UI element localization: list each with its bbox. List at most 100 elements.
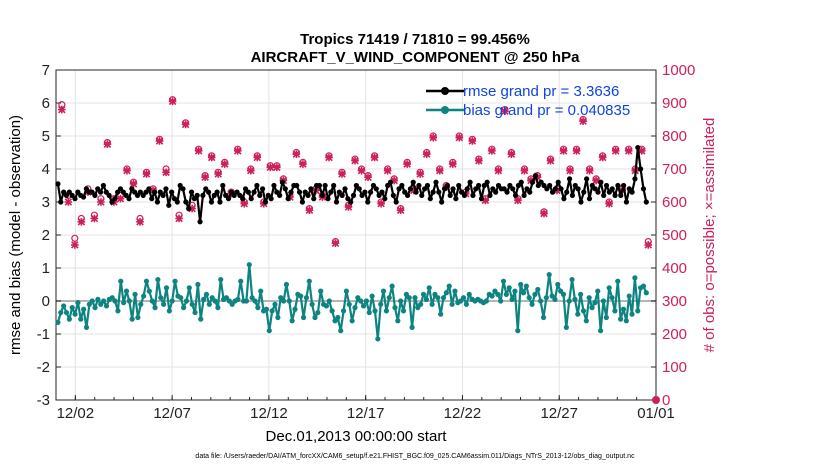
- rmse-series-point: [58, 199, 64, 205]
- rmse-series-point: [464, 186, 470, 192]
- rmse-series-point: [72, 196, 78, 202]
- x-tick-label: 12/27: [540, 405, 578, 422]
- obs-assimilated-marker: [488, 147, 496, 155]
- obs-assimilated-marker: [501, 107, 509, 116]
- rmse-series-point: [555, 179, 561, 185]
- y2-tick-label: 1000: [662, 62, 695, 79]
- bias-series-point: [503, 291, 509, 297]
- bias-series-point: [366, 309, 372, 316]
- x-tick-label: 12/17: [347, 405, 385, 422]
- rmse-series-point: [277, 192, 283, 198]
- obs-assimilated-marker: [155, 137, 164, 145]
- bias-series-point: [518, 281, 524, 288]
- obs-assimilated-marker: [194, 147, 203, 155]
- bias-series-point: [149, 298, 155, 304]
- rmse-series-point: [521, 192, 527, 198]
- bias-series-point: [55, 319, 61, 326]
- rmse-series-point: [208, 199, 215, 205]
- obs-assimilated-marker: [377, 199, 385, 208]
- rmse-series-point: [410, 179, 416, 185]
- bias-series-point: [378, 301, 384, 307]
- bias-series-point: [360, 303, 367, 309]
- bias-series-point: [395, 318, 401, 324]
- obs-assimilated-marker: [481, 196, 490, 205]
- bias-series-point: [172, 278, 178, 284]
- obs-count-markers: [58, 96, 660, 404]
- rmse-series-point: [547, 182, 553, 189]
- y2-tick-label: 600: [662, 194, 687, 211]
- bias-series-point: [192, 309, 198, 316]
- obs-assimilated-marker: [370, 153, 379, 162]
- bias-series-point: [358, 298, 364, 304]
- rmse-series-point: [205, 189, 212, 195]
- bias-series-point: [266, 328, 272, 334]
- rmse-series-point: [100, 182, 107, 189]
- rmse-series-point: [322, 182, 328, 189]
- rmse-series-point: [595, 189, 601, 195]
- bias-series-point: [206, 301, 212, 307]
- obs-assimilated-marker: [546, 156, 555, 165]
- obs-assimilated-marker: [468, 137, 477, 145]
- bias-series-point: [438, 311, 444, 317]
- bias-series-point: [552, 296, 558, 302]
- bias-series-point: [58, 309, 64, 316]
- bias-series-point: [300, 314, 307, 321]
- bias-series-point: [166, 308, 172, 314]
- obs-assimilated-marker: [201, 173, 209, 182]
- x-axis-label: Dec.01,2013 00:00:00 start: [266, 428, 448, 445]
- bias-series-point: [78, 316, 84, 322]
- bias-series-point: [178, 295, 184, 301]
- bias-series-point: [380, 288, 387, 294]
- rmse-series-point: [126, 196, 132, 202]
- obs-assimilated-marker: [299, 160, 307, 168]
- bias-series-point: [115, 308, 121, 314]
- obs-assimilated-marker: [624, 147, 633, 155]
- bias-series-point: [520, 290, 527, 296]
- rmse-series-point: [333, 199, 340, 205]
- bias-series-point: [306, 278, 312, 284]
- bias-series-point: [129, 316, 135, 322]
- obs-assimilated-marker: [77, 218, 86, 226]
- bias-series-point: [323, 303, 330, 309]
- obs-assimilated-marker: [475, 156, 483, 165]
- rmse-series-point: [450, 186, 456, 192]
- bias-series-point: [543, 295, 549, 301]
- rmse-series-point: [493, 189, 499, 195]
- rmse-series-point: [368, 189, 374, 195]
- rmse-series-point: [163, 186, 169, 192]
- obs-assimilated-marker: [188, 204, 196, 213]
- x-tick-label: 12/12: [250, 405, 288, 422]
- y2-tick-label: 400: [662, 260, 687, 277]
- rmse-series-point: [618, 192, 624, 198]
- grid-lines: [56, 69, 657, 401]
- bias-series-point: [423, 296, 429, 302]
- bias-series-point: [618, 316, 624, 322]
- rmse-series-point: [444, 182, 450, 189]
- obs-assimilated-marker: [572, 147, 581, 155]
- bias-series-point: [95, 296, 101, 302]
- rmse-series-point: [214, 189, 220, 195]
- bias-series-point: [101, 298, 107, 304]
- obs-assimilated-marker: [136, 218, 144, 226]
- rmse-series-point: [348, 199, 354, 205]
- bias-series-point: [506, 285, 512, 291]
- bias-series-point: [352, 305, 358, 311]
- rmse-series-point: [424, 182, 431, 189]
- bias-series-point: [215, 305, 221, 311]
- rmse-series-point: [151, 189, 158, 195]
- bias-series-point: [603, 314, 609, 321]
- bias-series-point: [335, 314, 341, 321]
- bias-series-point: [289, 318, 295, 324]
- rmse-series-point: [561, 196, 567, 202]
- bias-series-point: [118, 278, 124, 284]
- rmse-series-point: [564, 189, 570, 195]
- rmse-series-point: [288, 189, 294, 195]
- y-tick-label: -2: [37, 359, 50, 376]
- rmse-series-point: [601, 192, 607, 198]
- bias-series-point: [258, 288, 264, 294]
- bias-series-point: [643, 290, 649, 296]
- obs-assimilated-marker: [429, 133, 438, 142]
- bias-series-point: [609, 295, 615, 301]
- rmse-series-point: [305, 192, 311, 198]
- rmse-series-point: [532, 173, 539, 179]
